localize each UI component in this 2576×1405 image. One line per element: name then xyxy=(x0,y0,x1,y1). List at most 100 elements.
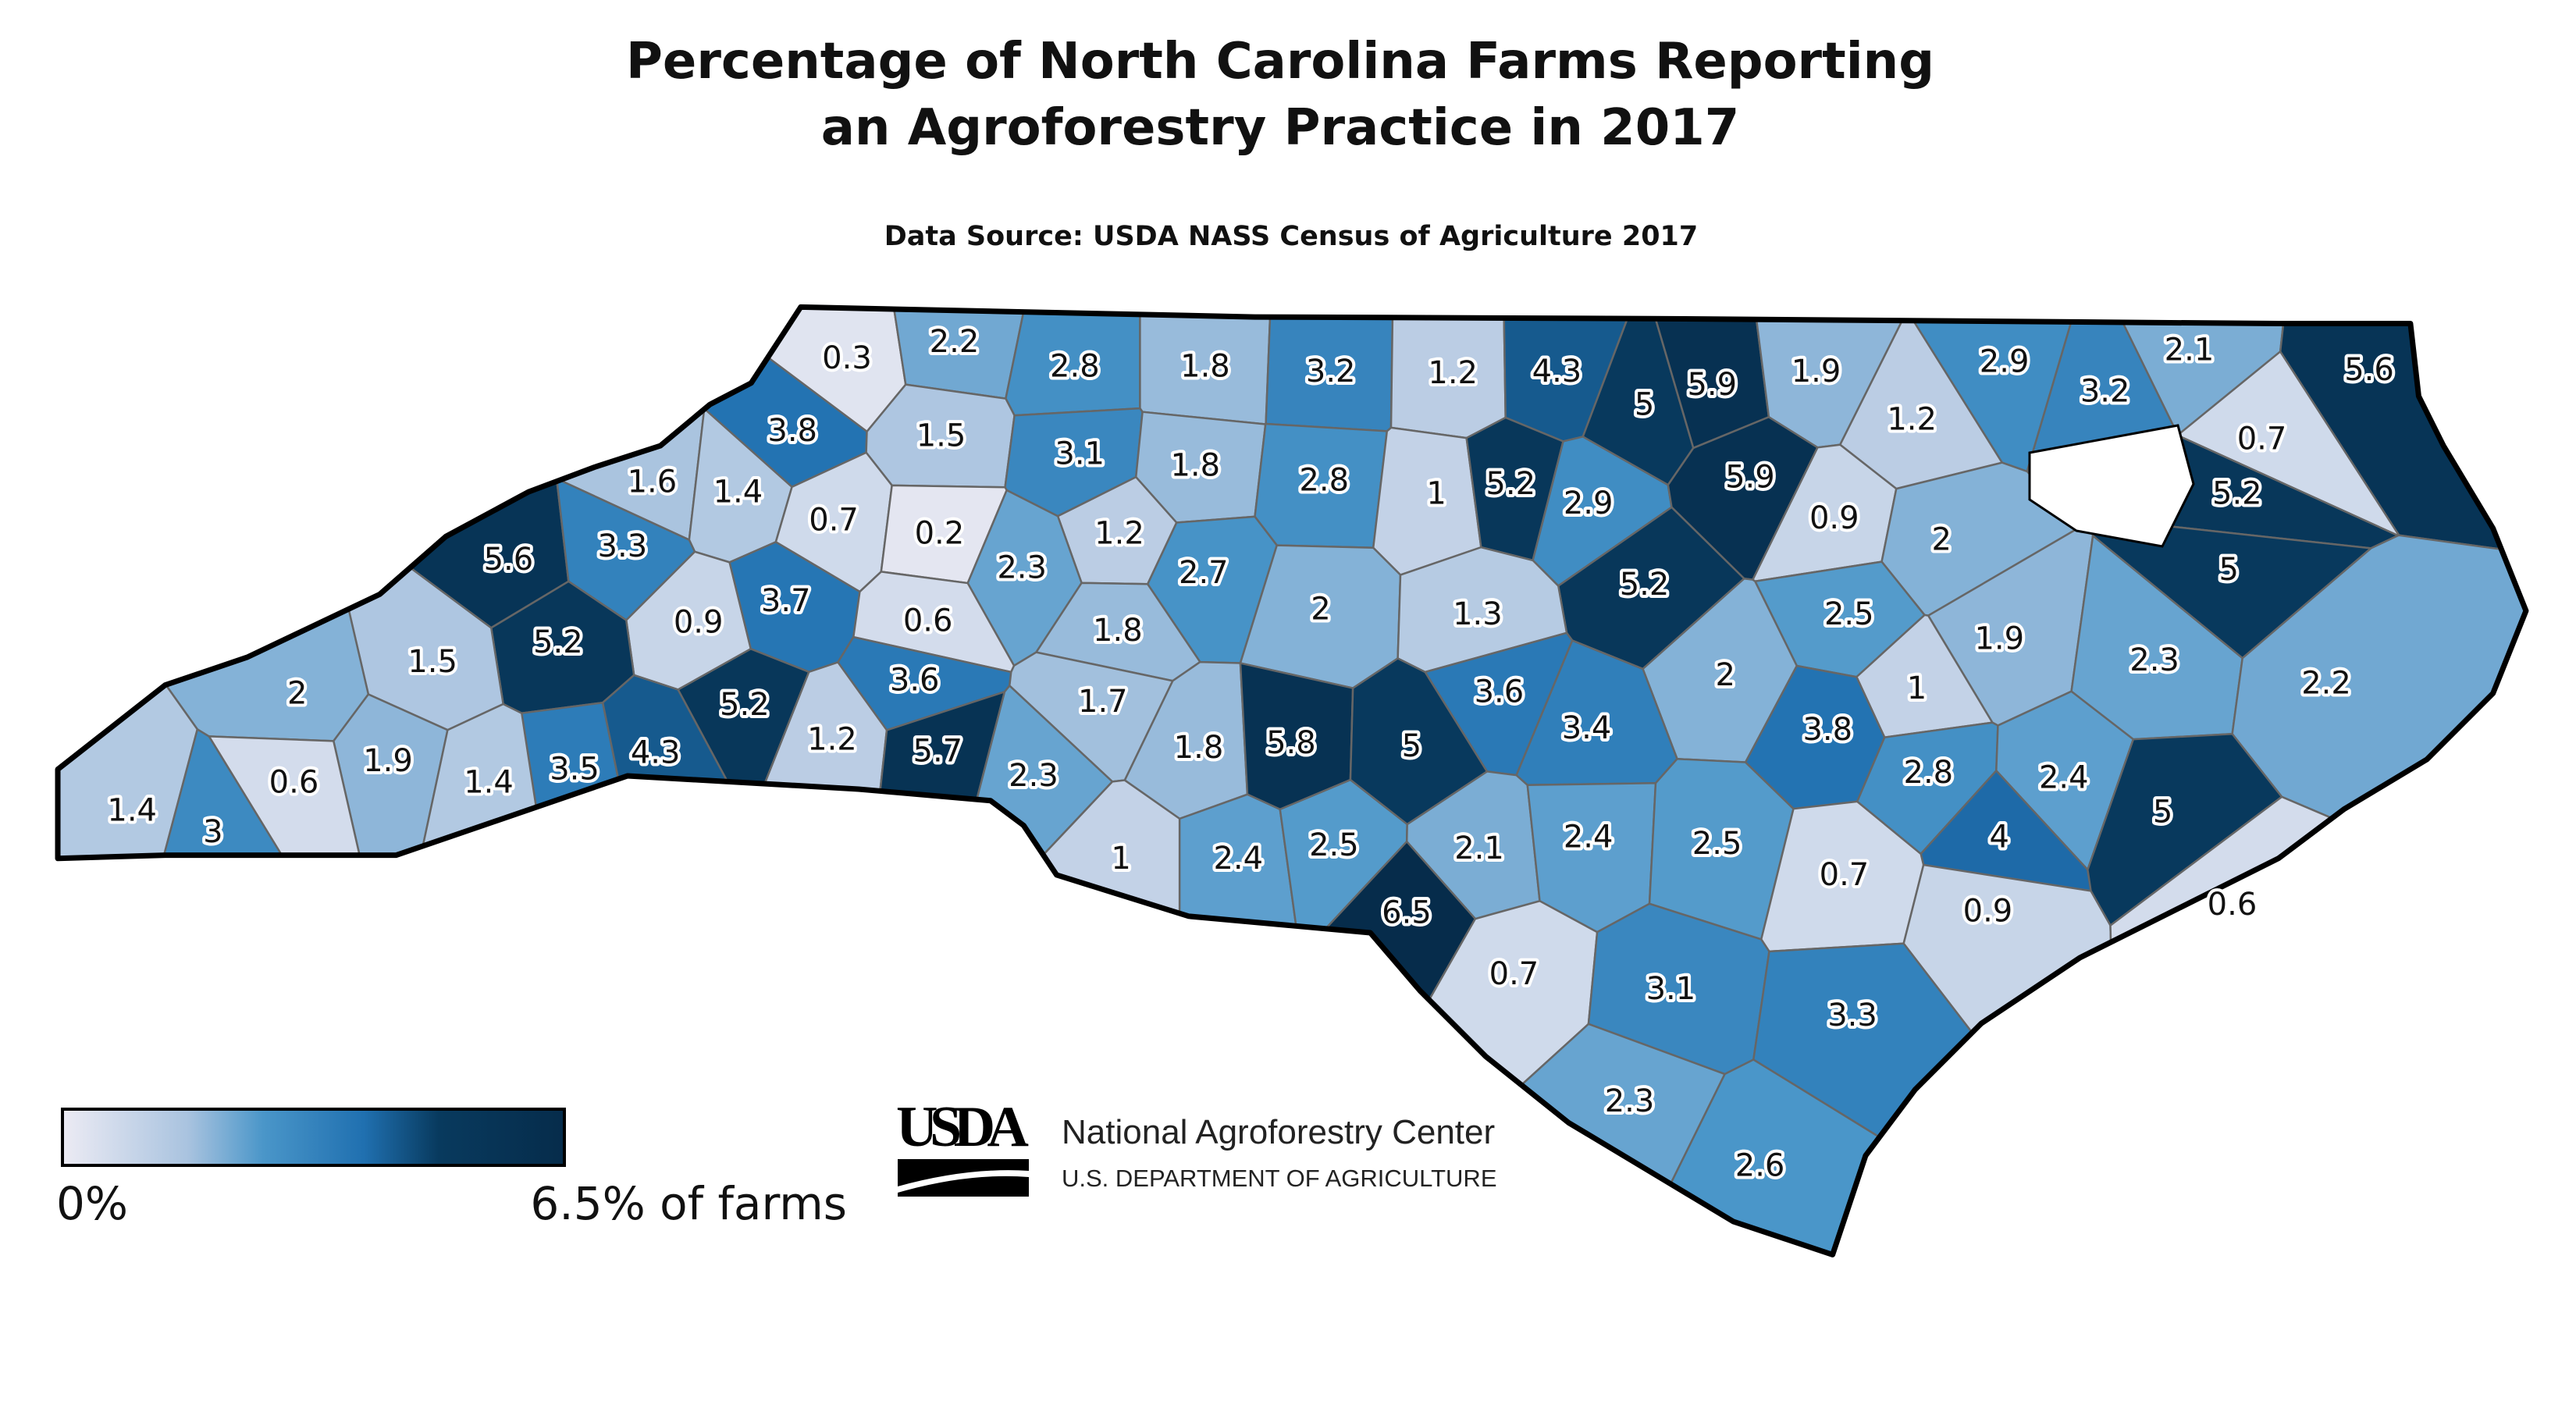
county-label: 3.1 xyxy=(1055,436,1105,472)
county-label: 0.3 xyxy=(822,340,872,376)
county-label: 0.9 xyxy=(1963,894,2013,930)
county-label: 0.7 xyxy=(1489,956,1539,992)
county-label: 5.6 xyxy=(2344,352,2394,388)
county-label: 2 xyxy=(1715,657,1735,693)
county-label: 2 xyxy=(1932,522,1952,558)
county-label: 3.8 xyxy=(767,413,817,449)
county-label: 2.4 xyxy=(1213,841,1263,877)
county-label: 0.7 xyxy=(809,502,859,538)
logo-mark: USDA xyxy=(896,1095,1029,1159)
county-label: 4.3 xyxy=(1532,354,1582,389)
county-label: 0.7 xyxy=(1820,857,1870,893)
title: an Agroforestry Practice in 2017 xyxy=(821,99,1740,157)
county-label: 5 xyxy=(2219,552,2239,588)
county-label: 5.2 xyxy=(720,687,770,723)
county-label: 2.8 xyxy=(1050,349,1100,385)
logo-department: U.S. DEPARTMENT OF AGRICULTURE xyxy=(1062,1165,1497,1192)
county-label: 2.3 xyxy=(997,550,1047,586)
county-label: 1.5 xyxy=(407,644,457,680)
county-label: 2.1 xyxy=(2165,332,2215,368)
county-label: 3.2 xyxy=(2080,373,2130,409)
county-label: 1.3 xyxy=(1453,596,1503,632)
county-label: 0.2 xyxy=(915,515,965,551)
county-label: 2.9 xyxy=(1980,343,2030,379)
county-label: 5.9 xyxy=(1725,459,1775,495)
county-label: 1 xyxy=(1907,670,1927,706)
county-label: 1 xyxy=(1111,841,1130,877)
county xyxy=(58,307,370,742)
usda-logo: USDA National Agroforestry Center U.S. D… xyxy=(896,1095,1497,1197)
county-label: 5.2 xyxy=(1620,567,1670,603)
county-label: 3.6 xyxy=(890,662,940,698)
county-label: 1.4 xyxy=(107,793,157,829)
logo-name: National Agroforestry Center xyxy=(1062,1113,1495,1151)
county-label: 5.8 xyxy=(1266,725,1316,761)
title: Percentage of North Carolina Farms Repor… xyxy=(626,33,1934,91)
county-label: 2.7 xyxy=(1179,555,1229,591)
county-label: 0.9 xyxy=(1809,500,1859,536)
county-labels: 0.3 2.2 2.8 1.8 3.2 1.2 4.3 5 5.9 1.9 1.2 2.9 2.1 3.2… xyxy=(104,321,2396,1186)
county-label: 1.2 xyxy=(1094,515,1144,551)
county-label: 5.2 xyxy=(2212,476,2262,512)
county-label: 1.6 xyxy=(628,464,678,500)
county-label: 3.6 xyxy=(1475,674,1525,710)
county-label: 3.2 xyxy=(1306,354,1356,389)
county-label: 3 xyxy=(203,814,222,850)
county-label: 3.7 xyxy=(761,583,811,619)
county-label: 0.6 xyxy=(903,603,953,638)
county-label: 1.2 xyxy=(807,722,857,758)
county-label: 3.8 xyxy=(1802,712,1852,748)
county-label: 3.3 xyxy=(598,528,648,564)
county-label: 5.9 xyxy=(1687,367,1737,403)
state-outline xyxy=(55,304,2529,1257)
county-label: 5.2 xyxy=(1485,466,1535,502)
county xyxy=(1139,307,1275,425)
county-label: 2.5 xyxy=(1692,826,1742,862)
county-label: 2 xyxy=(287,675,307,711)
county-label: 2.2 xyxy=(930,324,980,360)
county-label: 2.8 xyxy=(1904,755,1954,791)
county-label: 1 xyxy=(1426,476,1446,512)
county-label: 1.5 xyxy=(916,418,966,454)
county-label: 1.9 xyxy=(1974,621,2024,657)
county-label: 2.1 xyxy=(1454,831,1504,866)
county-label: 0.6 xyxy=(2208,887,2258,923)
county-label: 2.5 xyxy=(1309,827,1359,863)
county-label: 3.3 xyxy=(1827,998,1877,1033)
county xyxy=(1265,307,1395,432)
county-label: 1.8 xyxy=(1170,448,1220,484)
county-label: 1.2 xyxy=(1428,355,1478,391)
county-label: 1.4 xyxy=(713,474,763,510)
county-label: 4.3 xyxy=(631,735,681,771)
subtitle: Data Source: USDA NASS Census of Agricul… xyxy=(884,221,1699,252)
county-label: 2.5 xyxy=(1824,596,1874,632)
county-label: 4 xyxy=(1990,819,2009,855)
county-label: 0.6 xyxy=(269,765,319,801)
county-label: 0.7 xyxy=(2237,422,2287,457)
county-label: 5.7 xyxy=(913,733,963,769)
logo-swoosh xyxy=(898,1176,1029,1197)
county-label: 1.7 xyxy=(1078,684,1128,720)
county-label: 1.2 xyxy=(1887,401,1937,437)
county-label: 2.4 xyxy=(1564,819,1614,855)
county-label: 2.9 xyxy=(1564,486,1614,521)
county-label: 2.4 xyxy=(2039,759,2089,795)
county-label: 3.1 xyxy=(1646,971,1696,1007)
county-label: 2.6 xyxy=(1735,1147,1785,1183)
county-label: 2.3 xyxy=(2129,642,2179,678)
county-label: 5 xyxy=(1402,728,1421,764)
county xyxy=(2109,795,2526,1255)
county-label: 1.4 xyxy=(464,765,514,801)
county-label: 2.8 xyxy=(1299,463,1349,499)
county-label: 5.6 xyxy=(484,542,534,578)
county-label: 5 xyxy=(1635,386,1654,422)
county xyxy=(1389,307,1507,439)
county-label: 0.9 xyxy=(674,604,724,640)
logo-swoosh xyxy=(898,1159,1029,1186)
county xyxy=(520,701,731,1255)
county xyxy=(1005,307,1141,417)
legend-min: 0% xyxy=(56,1177,128,1230)
legend-max: 6.5% of farms xyxy=(530,1177,847,1230)
county-label: 1.9 xyxy=(363,743,413,779)
